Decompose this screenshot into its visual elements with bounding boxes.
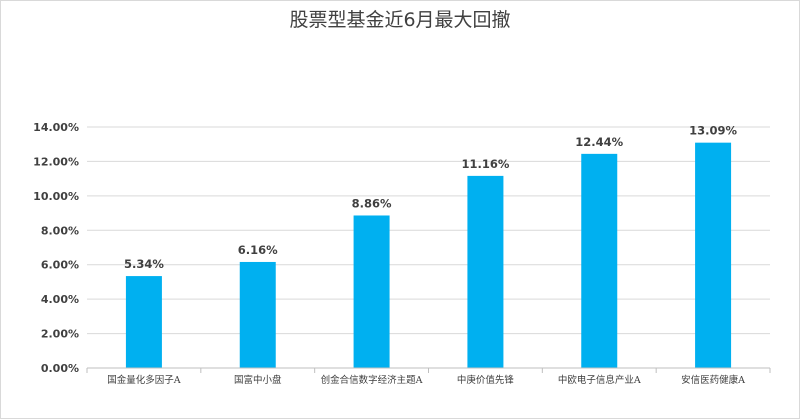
y-tick-label: 2.00%: [41, 328, 79, 341]
x-tick-label: 中欧电子信息产业A: [558, 374, 641, 386]
x-axis: 国金量化多因子A 国富中小盘 创金合信数字经济主题A 中庚价值先锋 中欧电子信息产业A 安…: [86, 367, 771, 386]
chart-title: 股票型基金近6月最大回撤: [289, 9, 510, 31]
bar: [581, 153, 618, 368]
x-tick-label: 国金量化多因子A: [107, 374, 181, 386]
bar: [125, 276, 162, 368]
data-label: 11.16%: [461, 157, 509, 171]
bars: [125, 142, 732, 368]
y-tick-label: 0.00%: [41, 362, 79, 375]
y-tick-label: 10.00%: [33, 190, 79, 203]
x-tick-label: 创金合信数字经济主题A: [321, 374, 423, 386]
y-tick-label: 12.00%: [33, 155, 79, 168]
data-label: 6.16%: [238, 243, 278, 257]
gridlines: [87, 126, 770, 335]
y-axis: 0.00% 2.00% 4.00% 6.00% 8.00% 10.00% 12.00% 14.…: [33, 121, 79, 375]
bar: [695, 142, 732, 368]
bar: [239, 261, 276, 368]
bar: [467, 175, 504, 368]
y-tick-label: 8.00%: [41, 224, 79, 237]
data-labels: 5.34% 6.16% 8.86% 11.16% 12.44% 13.09%: [124, 124, 738, 271]
data-label: 5.34%: [124, 257, 164, 271]
x-tick-label: 国富中小盘: [234, 374, 282, 386]
y-tick-label: 4.00%: [41, 293, 79, 306]
data-label: 8.86%: [352, 196, 392, 210]
x-tick-label: 安信医药健康A: [681, 374, 745, 386]
data-label: 12.44%: [575, 135, 623, 149]
bar: [353, 215, 390, 368]
x-tick-label: 中庚价值先锋: [457, 374, 515, 386]
data-label: 13.09%: [689, 124, 737, 138]
y-tick-label: 14.00%: [33, 121, 79, 134]
y-tick-label: 6.00%: [41, 259, 79, 272]
